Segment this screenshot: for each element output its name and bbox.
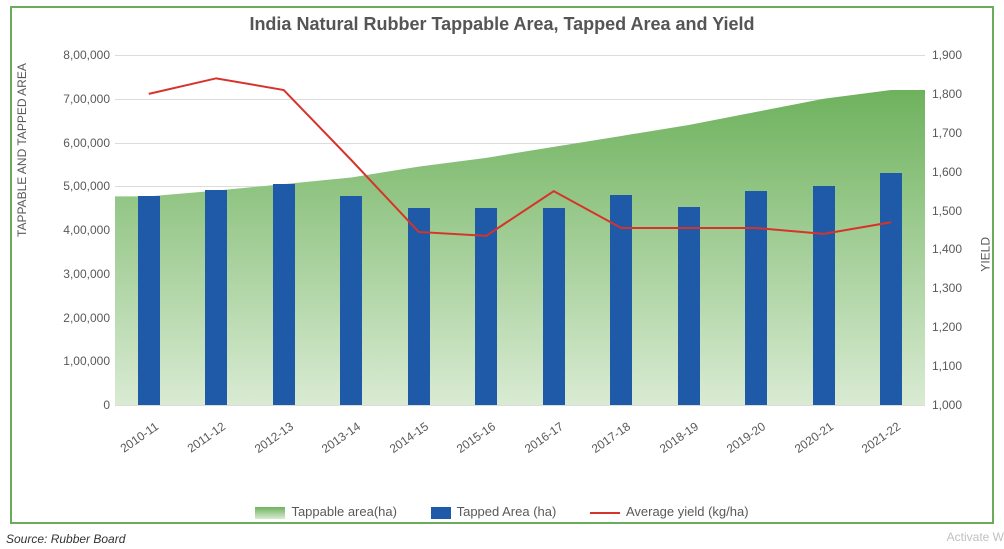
y-tick-right: 1,400 xyxy=(932,242,972,256)
legend-label: Tappable area(ha) xyxy=(291,504,397,519)
y-tick-left: 2,00,000 xyxy=(48,311,110,325)
y-axis-right: 1,0001,1001,2001,3001,4001,5001,6001,700… xyxy=(932,55,972,405)
chart-container: India Natural Rubber Tappable Area, Tapp… xyxy=(0,0,1004,549)
y-tick-left: 0 xyxy=(48,398,110,412)
y-tick-left: 7,00,000 xyxy=(48,92,110,106)
y-tick-left: 3,00,000 xyxy=(48,267,110,281)
bar-swatch-icon xyxy=(431,507,451,519)
y-tick-left: 6,00,000 xyxy=(48,136,110,150)
x-tick: 2017-18 xyxy=(568,419,633,471)
legend: Tappable area(ha) Tapped Area (ha) Avera… xyxy=(0,503,1004,519)
y-tick-right: 1,200 xyxy=(932,320,972,334)
y-tick-right: 1,700 xyxy=(932,126,972,140)
y-tick-left: 1,00,000 xyxy=(48,354,110,368)
x-tick: 2014-15 xyxy=(365,419,430,471)
x-tick: 2011-12 xyxy=(163,419,228,471)
y-tick-right: 1,000 xyxy=(932,398,972,412)
source-text: Source: Rubber Board xyxy=(6,532,125,546)
y-tick-left: 4,00,000 xyxy=(48,223,110,237)
plot-area xyxy=(115,55,925,405)
legend-item-yield: Average yield (kg/ha) xyxy=(590,504,749,519)
legend-item-tapped: Tapped Area (ha) xyxy=(431,504,557,519)
x-tick: 2012-13 xyxy=(230,419,295,471)
legend-label: Average yield (kg/ha) xyxy=(626,504,749,519)
x-axis: 2010-112011-122012-132013-142014-152015-… xyxy=(115,410,925,470)
x-tick: 2013-14 xyxy=(298,419,363,471)
x-tick: 2021-22 xyxy=(838,419,903,471)
y-tick-right: 1,100 xyxy=(932,359,972,373)
watermark-text: Activate W xyxy=(947,530,1004,544)
y-axis-left-label: TAPPABLE AND TAPPED AREA xyxy=(15,63,29,237)
x-tick: 2020-21 xyxy=(770,419,835,471)
y-tick-right: 1,600 xyxy=(932,165,972,179)
y-axis-right-label: YIELD xyxy=(979,237,993,272)
area-swatch-icon xyxy=(255,507,285,519)
legend-item-tappable: Tappable area(ha) xyxy=(255,504,397,519)
yield-line-series xyxy=(115,55,925,405)
y-axis-left: 01,00,0002,00,0003,00,0004,00,0005,00,00… xyxy=(48,55,110,405)
legend-label: Tapped Area (ha) xyxy=(457,504,557,519)
x-tick: 2018-19 xyxy=(635,419,700,471)
x-tick: 2015-16 xyxy=(433,419,498,471)
y-tick-right: 1,800 xyxy=(932,87,972,101)
line-swatch-icon xyxy=(590,512,620,514)
x-tick: 2019-20 xyxy=(703,419,768,471)
chart-title: India Natural Rubber Tappable Area, Tapp… xyxy=(0,14,1004,35)
gridline xyxy=(115,405,925,406)
y-tick-right: 1,300 xyxy=(932,281,972,295)
y-tick-left: 5,00,000 xyxy=(48,179,110,193)
y-tick-left: 8,00,000 xyxy=(48,48,110,62)
y-tick-right: 1,500 xyxy=(932,204,972,218)
x-tick: 2016-17 xyxy=(500,419,565,471)
y-tick-right: 1,900 xyxy=(932,48,972,62)
